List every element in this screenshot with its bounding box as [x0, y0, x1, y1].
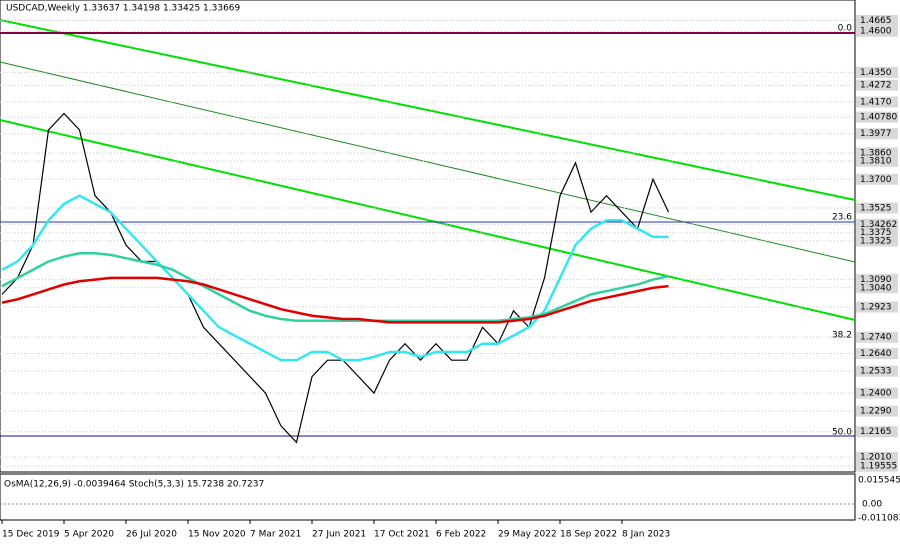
tick-bg: [856, 227, 898, 239]
tick-bg: [856, 111, 898, 123]
x-tick-label: 18 Sep 2022: [560, 530, 617, 540]
y-tick-label: 1.3810: [860, 157, 892, 167]
y-tick-label: 1.34262: [860, 220, 897, 230]
tick-bg: [856, 365, 898, 377]
tick-bg: [856, 282, 898, 294]
osc-tick-label: -0.0110838: [858, 514, 900, 524]
fib-label: 23.6: [832, 213, 852, 223]
tick-bg: [856, 155, 898, 167]
y-tick-label: 1.4350: [860, 68, 892, 78]
osc-tick-label: 0.0155457: [858, 476, 900, 486]
y-tick-label: 1.2010: [860, 453, 892, 463]
y-tick-label: 1.3090: [860, 275, 892, 285]
tick-bg: [856, 202, 898, 214]
oscillator-title: OsMA(12,26,9) -0.0039464 Stoch(5,3,3) 15…: [4, 480, 264, 490]
tick-bg: [856, 405, 898, 417]
trend-line: [0, 119, 856, 321]
tick-bg: [856, 66, 898, 78]
fib-label: 0.0: [838, 24, 853, 34]
fib-label: 50.0: [832, 428, 852, 438]
tick-bg: [856, 348, 898, 360]
x-tick-label: 15 Dec 2019: [2, 530, 60, 540]
y-tick-label: 1.2640: [860, 349, 892, 359]
x-tick-label: 7 Mar 2021: [250, 530, 301, 540]
tick-bg: [856, 96, 898, 108]
y-tick-label: 1.3700: [860, 175, 892, 185]
y-tick-label: 1.2290: [860, 407, 892, 417]
tick-bg: [856, 451, 898, 463]
series-line: [1, 252, 669, 322]
x-tick-label: 27 Jun 2021: [312, 530, 366, 540]
tick-bg: [856, 274, 898, 286]
tick-bg: [856, 79, 898, 91]
y-tick-label: 1.3860: [860, 148, 892, 158]
tick-bg: [856, 387, 898, 399]
y-tick-label: 1.3040: [860, 283, 892, 293]
x-tick-label: 26 Jul 2020: [126, 530, 177, 540]
y-tick-label: 1.4600: [860, 27, 892, 37]
y-tick-label: 1.3977: [860, 129, 892, 139]
x-tick-label: 5 Apr 2020: [64, 530, 114, 540]
tick-bg: [856, 15, 898, 27]
tick-bg: [856, 218, 898, 230]
trend-line: [0, 61, 856, 263]
fib-label: 38.2: [832, 331, 852, 341]
y-tick-label: 1.4272: [860, 81, 892, 91]
series-line: [1, 112, 670, 444]
tick-bg: [856, 25, 898, 37]
tick-bg: [856, 235, 898, 247]
tick-bg: [856, 147, 898, 159]
y-tick-label: 1.3375: [860, 228, 892, 238]
x-tick-label: 15 Nov 2020: [188, 530, 246, 540]
tick-bg: [856, 426, 898, 438]
y-tick-label: 1.2533: [860, 367, 892, 377]
y-tick-label: 1.19555: [860, 462, 897, 472]
x-tick-label: 29 May 2022: [498, 530, 557, 540]
series-line: [1, 194, 669, 362]
trend-line: [0, 19, 856, 201]
x-tick-label: 8 Jan 2023: [622, 530, 670, 540]
y-tick-label: 1.2740: [860, 333, 892, 343]
y-tick-label: 1.40780: [860, 113, 897, 123]
y-tick-label: 1.3325: [860, 236, 892, 246]
y-tick-label: 1.2923: [860, 303, 892, 313]
tick-bg: [856, 173, 898, 185]
x-tick-label: 6 Feb 2022: [436, 530, 486, 540]
tick-bg: [856, 460, 898, 472]
y-tick-label: 1.3525: [860, 204, 892, 214]
series-line: [1, 276, 669, 324]
y-tick-label: 1.4170: [860, 97, 892, 107]
y-tick-label: 1.4665: [860, 16, 892, 26]
tick-bg: [856, 331, 898, 343]
y-tick-label: 1.2165: [860, 427, 892, 437]
main-panel: [0, 0, 856, 473]
chart-title: USDCAD,Weekly 1.33637 1.34198 1.33425 1.…: [6, 4, 241, 14]
tick-bg: [856, 301, 898, 313]
oscillator-panel: [0, 473, 856, 521]
x-tick-label: 17 Oct 2021: [374, 530, 430, 540]
osc-tick-label: 0.00: [862, 500, 882, 510]
tick-bg: [856, 128, 898, 140]
y-tick-label: 1.2400: [860, 389, 892, 399]
